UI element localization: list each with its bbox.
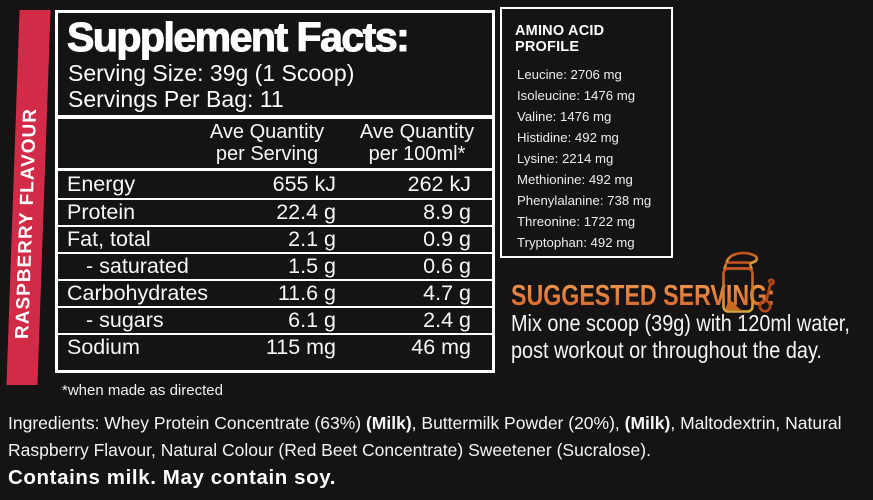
nutrition-table-body: Energy 655 kJ 262 kJ Protein 22.4 g 8.9 … <box>58 171 492 360</box>
nutrient-label: Sodium <box>67 335 140 359</box>
amino-acid-profile-title: AMINO ACID PROFILE <box>515 23 605 55</box>
nutrient-per-100ml-value: 0.6 g <box>423 254 471 278</box>
nutrient-per-100ml-value: 8.9 g <box>423 200 471 224</box>
nutrient-per-serving-value: 6.1 g <box>288 308 336 332</box>
table-row: Carbohydrates 11.6 g 4.7 g <box>58 279 492 306</box>
column-header-per-100ml: Ave Quantity per 100ml* <box>359 121 475 165</box>
nutrient-label: Protein <box>67 200 136 224</box>
divider-medium <box>58 168 492 171</box>
servings-per-bag-text: Servings Per Bag: 11 <box>68 86 284 112</box>
amino-acid-item: Isoleucine: 1476 mg <box>517 88 636 103</box>
amino-acid-item: Tryptophan: 492 mg <box>517 235 635 250</box>
amino-acid-item: Leucine: 2706 mg <box>517 67 622 82</box>
serving-directions-line1: Mix one scoop (39g) with 120ml water, <box>511 310 850 336</box>
table-row: - sugars 6.1 g 2.4 g <box>58 306 492 333</box>
amino-acid-profile-panel: AMINO ACID PROFILE Leucine: 2706 mg Isole… <box>500 7 673 258</box>
table-row: Energy 655 kJ 262 kJ <box>58 171 492 198</box>
nutrient-per-100ml-value: 2.4 g <box>423 308 471 332</box>
amino-acid-item: Phenylalanine: 738 mg <box>517 193 652 208</box>
nutrient-per-100ml-value: 4.7 g <box>423 281 471 305</box>
divider-thick <box>58 115 492 119</box>
flavour-banner: RASPBERRY FLAVOUR <box>6 10 51 385</box>
column-header-per-serving: Ave Quantity per Serving <box>209 121 325 165</box>
supplement-facts-title: Supplement Facts: <box>66 14 410 60</box>
nutrient-per-serving-value: 22.4 g <box>276 200 336 224</box>
nutrient-per-100ml-value: 0.9 g <box>423 227 471 251</box>
amino-acid-item: Threonine: 1722 mg <box>517 214 636 229</box>
nutrient-per-serving-value: 11.6 g <box>277 281 336 305</box>
amino-acid-item: Lysine: 2214 mg <box>517 151 614 166</box>
nutrient-label: Fat, total <box>67 227 151 251</box>
amino-acid-list: Leucine: 2706 mg Isoleucine: 1476 mg Valin… <box>515 64 665 253</box>
nutrient-per-serving-value: 655 kJ <box>272 172 336 196</box>
directed-footnote: *when made as directed <box>62 382 223 399</box>
nutrient-label: Carbohydrates <box>67 281 209 305</box>
flavour-banner-label: RASPBERRY FLAVOUR <box>11 108 41 339</box>
nutrient-per-serving-value: 115 mg <box>265 335 336 359</box>
amino-acid-item: Valine: 1476 mg <box>517 109 612 124</box>
nutrition-table-header: Ave Quantity per Serving Ave Quantity pe… <box>58 119 492 168</box>
suggested-serving-directions: Mix one scoop (39g) with 120ml water, po… <box>511 310 850 364</box>
supplement-facts-panel: Supplement Facts: Serving Size: 39g (1 S… <box>55 10 495 373</box>
table-row: Protein 22.4 g 8.9 g <box>58 198 492 225</box>
table-row: - saturated 1.5 g 0.6 g <box>58 252 492 279</box>
header-spacer <box>66 122 192 165</box>
nutrient-per-100ml-value: 46 mg <box>411 335 471 359</box>
table-row: Sodium 115 mg 46 mg <box>58 333 492 360</box>
shaker-bottle-and-scoop-icon <box>714 250 778 327</box>
nutrient-label: Energy <box>67 172 136 196</box>
serving-size-text: Serving Size: 39g (1 Scoop) <box>68 60 355 86</box>
nutrient-per-serving-value: 2.1 g <box>288 227 336 251</box>
nutrient-label: - saturated <box>86 254 189 278</box>
allergen-statement: Contains milk. May contain soy. <box>8 466 337 489</box>
serving-directions-line2: post workout or throughout the day. <box>511 337 822 363</box>
ingredients-statement: Ingredients: Whey Protein Concentrate (6… <box>8 413 842 460</box>
amino-acid-item: Methionine: 492 mg <box>517 172 633 187</box>
nutrient-per-100ml-value: 262 kJ <box>407 172 471 196</box>
nutrient-per-serving-value: 1.5 g <box>288 254 336 278</box>
nutrient-label: - sugars <box>86 308 164 332</box>
amino-acid-item: Histidine: 492 mg <box>517 130 619 145</box>
table-row: Fat, total 2.1 g 0.9 g <box>58 225 492 252</box>
